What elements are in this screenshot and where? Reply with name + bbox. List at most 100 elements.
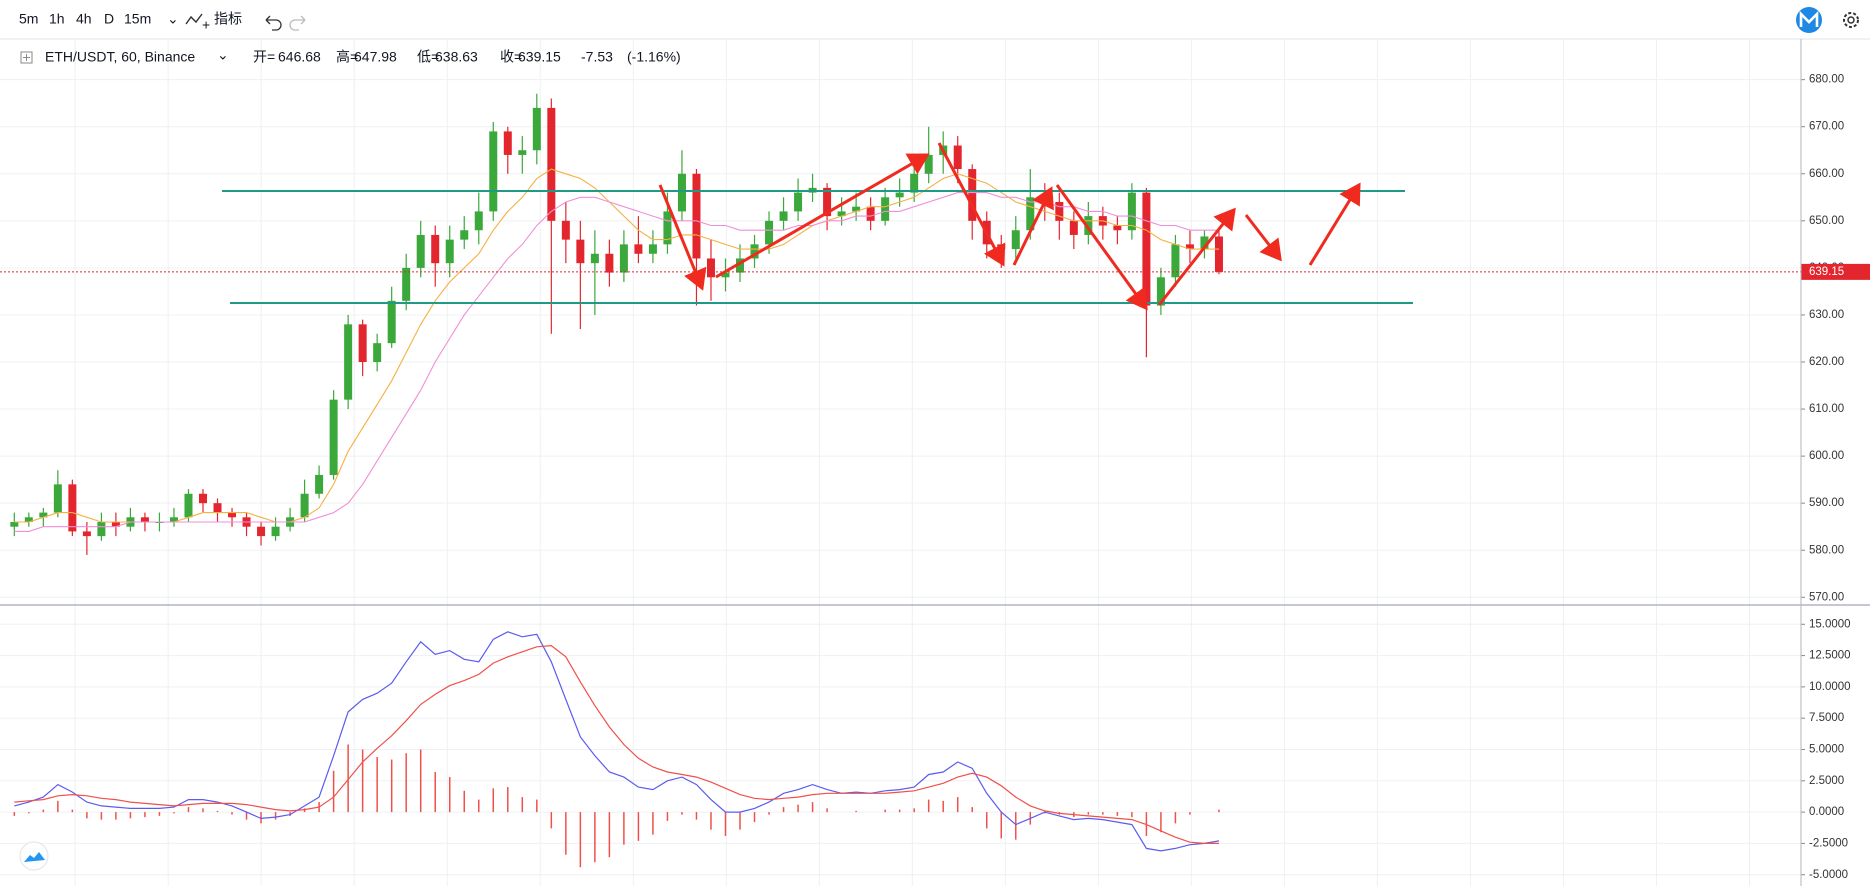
candle-body xyxy=(736,258,745,273)
candle-body xyxy=(924,154,933,174)
macd-line xyxy=(14,644,1219,844)
candle-body xyxy=(634,244,643,254)
interval-button[interactable]: 15m xyxy=(124,11,151,27)
candle-body xyxy=(692,173,701,259)
candle-body xyxy=(605,253,614,273)
candle-body xyxy=(140,517,149,522)
undo-button[interactable] xyxy=(265,15,282,31)
change: -7.53 xyxy=(581,49,613,65)
candle-body xyxy=(663,211,672,245)
y-tick-label: -5.0000 xyxy=(1809,869,1848,881)
legend-label: 开= xyxy=(253,49,275,65)
candle-body xyxy=(431,234,440,264)
y-tick-label: 580.00 xyxy=(1809,544,1844,556)
y-tick-label: 5.0000 xyxy=(1809,744,1844,756)
candle-body xyxy=(198,493,207,504)
drawings xyxy=(222,142,1413,311)
symbol[interactable]: ETH/USDT, 60, Binance xyxy=(45,49,195,65)
candle-body xyxy=(329,399,338,475)
redo-button[interactable] xyxy=(289,15,306,31)
legend-label: 低= xyxy=(417,49,439,65)
settings-button[interactable] xyxy=(1843,12,1859,28)
candle-body xyxy=(358,324,367,362)
toolbar: ⌄ + 指标 5m 1h 4h D 15m xyxy=(19,7,1859,33)
arrow[interactable] xyxy=(658,184,707,291)
symbol-chevron[interactable]: ⌄ xyxy=(217,47,229,63)
candle-body xyxy=(561,220,570,240)
candle-body xyxy=(532,107,541,151)
candle-body xyxy=(402,267,411,301)
candle-body xyxy=(271,526,280,537)
y-tick-label: 570.00 xyxy=(1809,591,1844,603)
candle-body xyxy=(1127,192,1136,231)
y-tick-label: 670.00 xyxy=(1809,121,1844,133)
y-tick-label: -2.5000 xyxy=(1809,837,1848,849)
candle-body xyxy=(895,192,904,198)
candle-body xyxy=(547,107,556,221)
candle-body xyxy=(416,234,425,268)
interval-button[interactable]: 5m xyxy=(19,11,38,27)
moving-average xyxy=(14,168,1219,523)
candle-body xyxy=(344,324,353,400)
interval-button[interactable]: D xyxy=(104,11,114,27)
candle-body xyxy=(474,211,483,231)
candle-body xyxy=(837,211,846,217)
candle-body xyxy=(228,512,237,518)
y-tick-label: 660.00 xyxy=(1809,168,1844,180)
candle-body xyxy=(1055,202,1064,221)
interval-button[interactable]: 1h xyxy=(49,11,65,27)
candle-body xyxy=(590,253,599,264)
interval-button[interactable]: 4h xyxy=(76,11,92,27)
candle-body xyxy=(24,517,33,522)
arrow[interactable] xyxy=(1308,182,1361,266)
candle-body xyxy=(68,484,77,532)
y-tick-label: 10.0000 xyxy=(1809,681,1851,693)
candle-body xyxy=(53,484,62,513)
candle-body xyxy=(1084,216,1093,235)
candle-body xyxy=(373,343,382,362)
arrow[interactable] xyxy=(1244,214,1282,262)
candle-body xyxy=(518,150,527,155)
legend-value: 638.63 xyxy=(435,49,478,65)
y-tick-label: 590.00 xyxy=(1809,497,1844,509)
candle-body xyxy=(184,493,193,518)
y-tick-label: 650.00 xyxy=(1809,215,1844,227)
dropdown-chevron[interactable]: ⌄ xyxy=(167,11,179,27)
candle-body xyxy=(387,300,396,344)
candle-body xyxy=(503,131,512,155)
arrow[interactable] xyxy=(1157,207,1236,306)
legend: ETH/USDT, 60, Binance ⌄ 开= 646.68 高= 647… xyxy=(20,47,681,65)
candle-body xyxy=(82,531,91,537)
brand-badge[interactable] xyxy=(19,841,49,871)
settings-icon xyxy=(1847,16,1855,24)
candle-body xyxy=(953,145,962,170)
arrow[interactable] xyxy=(1055,184,1148,311)
arrow[interactable] xyxy=(1012,186,1054,266)
indicator-icon[interactable] xyxy=(185,13,203,25)
candle-body xyxy=(1113,225,1122,231)
y-tick-label: 12.5000 xyxy=(1809,650,1851,662)
arrow[interactable] xyxy=(715,153,930,279)
y-tick-label: 2.5000 xyxy=(1809,775,1844,787)
candle-body xyxy=(866,206,875,221)
indicators-button[interactable]: 指标 xyxy=(214,11,242,27)
legend-label: 高= xyxy=(336,49,358,65)
add-icon[interactable] xyxy=(20,51,33,64)
last-price-tag xyxy=(1801,263,1870,280)
candle-body xyxy=(779,211,788,221)
brand-badge-icon xyxy=(24,852,45,862)
arrow[interactable] xyxy=(937,142,1006,267)
candle-body xyxy=(213,503,222,513)
y-tick-label: 630.00 xyxy=(1809,309,1844,321)
candle-body xyxy=(111,522,120,527)
y-tick-label: 600.00 xyxy=(1809,450,1844,462)
candle-body xyxy=(169,517,178,522)
candle-body xyxy=(619,244,628,273)
logo[interactable] xyxy=(1796,7,1822,33)
legend-value: 647.98 xyxy=(354,49,397,65)
candle-body xyxy=(460,230,469,240)
candle-body xyxy=(39,512,48,518)
candle-body xyxy=(445,239,454,264)
candle-body xyxy=(765,220,774,245)
